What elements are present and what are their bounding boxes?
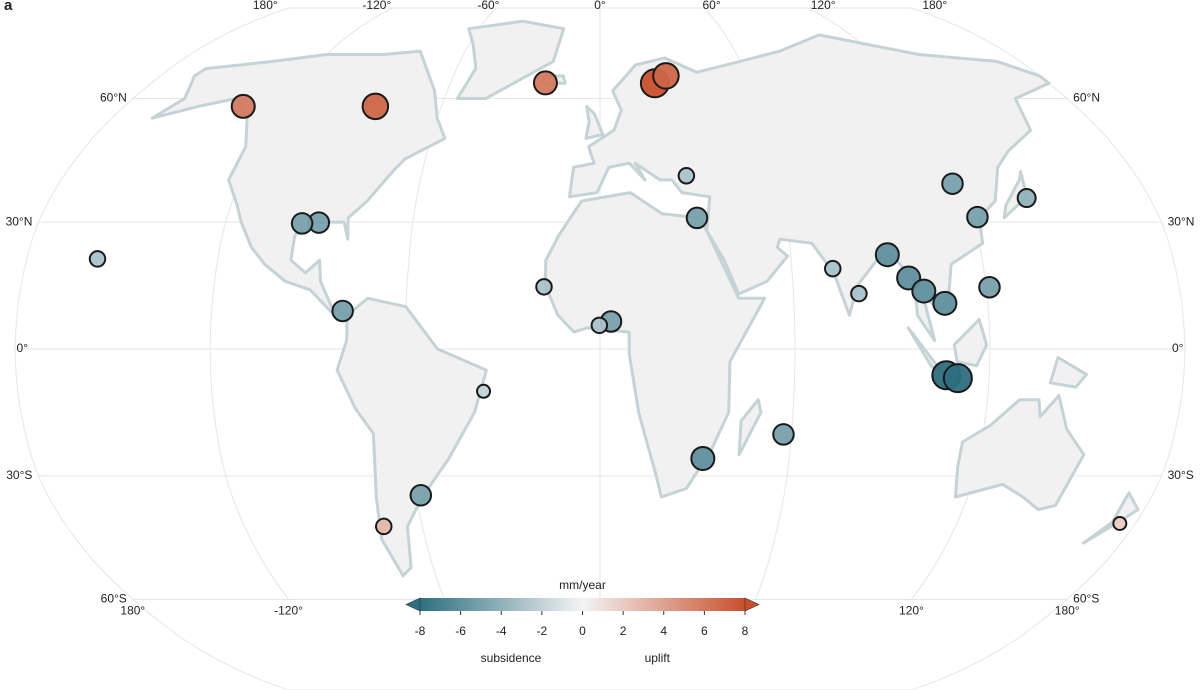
vlm-point bbox=[690, 446, 716, 472]
lon-label-top: -60° bbox=[477, 0, 499, 12]
lat-label-left: 30°N bbox=[6, 214, 33, 228]
vlm-point bbox=[361, 92, 390, 121]
vlm-point bbox=[874, 242, 900, 268]
landmass bbox=[584, 104, 605, 140]
lon-label-top: -120° bbox=[362, 0, 391, 12]
vlm-point bbox=[685, 206, 709, 230]
panel-label: a bbox=[4, 0, 13, 14]
vlm-point bbox=[476, 383, 492, 399]
landmass bbox=[953, 394, 1086, 512]
vlm-point bbox=[824, 259, 842, 278]
colorbar-tick-label: 4 bbox=[660, 624, 667, 638]
vlm-point bbox=[911, 278, 937, 304]
landmass bbox=[335, 296, 488, 578]
landmass bbox=[737, 398, 763, 457]
vlm-point bbox=[290, 212, 314, 235]
vlm-point bbox=[590, 316, 609, 335]
lon-label-top: 180° bbox=[253, 0, 278, 12]
landmass bbox=[150, 49, 447, 317]
vlm-point bbox=[677, 167, 696, 185]
colorbar: mm/year -8 -6 -4 -2 0 2 4 6 8 subsidence uplift bbox=[405, 578, 760, 665]
lat-label-right: 60°N bbox=[1073, 91, 1100, 105]
lon-label-bottom: -120° bbox=[274, 604, 303, 618]
colorbar-tick-label: 0 bbox=[579, 624, 586, 638]
vlm-point bbox=[652, 62, 680, 90]
vlm-point bbox=[1016, 188, 1037, 209]
lon-label-top: 0° bbox=[594, 0, 606, 12]
lat-label-right: 30°N bbox=[1168, 214, 1195, 228]
lat-label-right: 0° bbox=[1172, 341, 1184, 355]
vlm-point bbox=[375, 517, 393, 536]
lon-label-top: 120° bbox=[811, 0, 836, 12]
vlm-point bbox=[850, 284, 868, 303]
vlm-point bbox=[772, 423, 795, 446]
colorbar-tick-label: -6 bbox=[455, 624, 466, 638]
land bbox=[150, 19, 1140, 578]
landmass bbox=[1048, 356, 1088, 389]
landmass bbox=[952, 317, 989, 368]
colorbar-tick-label: -8 bbox=[415, 624, 426, 638]
colorbar-tick-label: -2 bbox=[537, 624, 548, 638]
lat-label-left: 60°S bbox=[101, 592, 127, 606]
lon-label-bottom: 180° bbox=[1055, 604, 1080, 618]
colorbar-high-label: uplift bbox=[645, 651, 671, 665]
lat-label-left: 0° bbox=[17, 341, 29, 355]
colorbar-tick-label: 6 bbox=[701, 624, 708, 638]
colorbar-extend-high bbox=[744, 597, 760, 612]
landmass bbox=[455, 19, 566, 100]
lon-label-top: 180° bbox=[922, 0, 947, 12]
vlm-point bbox=[409, 484, 433, 507]
colorbar-bar bbox=[420, 598, 745, 611]
colorbar-tick-label: 2 bbox=[620, 624, 627, 638]
lat-label-left: 60°N bbox=[100, 91, 127, 105]
lon-label-bottom: 180° bbox=[120, 604, 145, 618]
lon-label-top: 60° bbox=[703, 0, 721, 12]
vlm-point bbox=[932, 290, 958, 316]
vlm-point bbox=[1112, 516, 1128, 532]
colorbar-extend-low bbox=[405, 597, 421, 612]
vlm-point bbox=[88, 250, 107, 268]
vlm-point bbox=[966, 205, 989, 229]
map-outline bbox=[14, 7, 1186, 690]
vlm-point bbox=[535, 278, 553, 296]
vlm-point bbox=[230, 93, 256, 119]
lon-label-bottom: 120° bbox=[899, 604, 924, 618]
colorbar-tick-label: 8 bbox=[742, 624, 749, 638]
lat-label-left: 30°S bbox=[6, 468, 32, 482]
landmass bbox=[1081, 491, 1140, 545]
lat-label-right: 30°S bbox=[1168, 468, 1194, 482]
vlm-point bbox=[942, 363, 973, 394]
vlm-point bbox=[941, 172, 964, 195]
lat-label-right: 60°S bbox=[1073, 592, 1099, 606]
colorbar-tick-label: -4 bbox=[496, 624, 507, 638]
colorbar-low-label: subsidence bbox=[481, 651, 542, 665]
colorbar-title: mm/year bbox=[559, 578, 606, 592]
vlm-point bbox=[978, 276, 1001, 299]
points bbox=[88, 62, 1128, 536]
vlm-point bbox=[331, 299, 354, 323]
vlm-point bbox=[532, 70, 558, 96]
